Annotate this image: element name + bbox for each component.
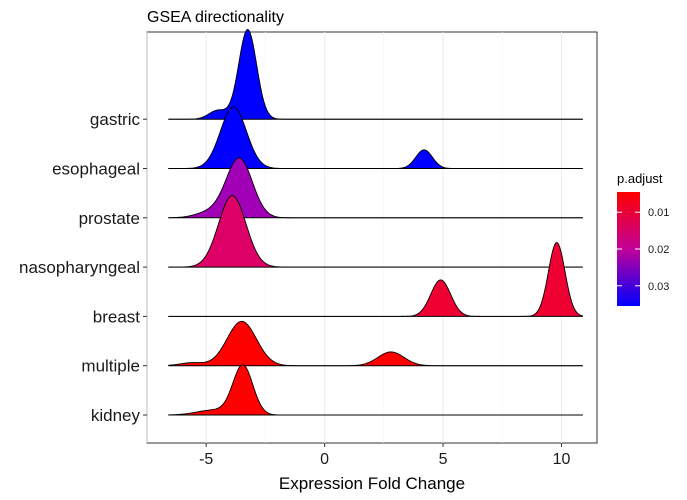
legend-title: p.adjust [617,171,663,186]
ridge-fill [168,195,583,268]
ridge-fill [168,364,583,415]
x-axis: -5 0 5 10 [199,443,570,468]
chart-title: GSEA directionality [147,9,284,26]
ridge-fill [168,29,583,120]
legend-colorbar [617,192,640,306]
ridges [168,28,583,416]
y-label-multiple: multiple [81,357,140,376]
y-label-breast: breast [93,307,141,326]
y-label-esophageal: esophageal [52,160,140,179]
ridge-fill [168,157,583,218]
legend-tick-label: 0.02 [648,244,669,256]
ridge-kidney [168,364,583,416]
ridge-fill [168,321,583,366]
y-axis-labels: gastric esophageal prostate nasopharyngeal b… [19,110,147,425]
ridge-fill [168,242,583,317]
grid-lines [146,32,562,443]
y-label-kidney: kidney [91,406,141,425]
legend-ticks: 0.01 0.02 0.03 [617,207,669,293]
legend-tick-label: 0.01 [648,207,669,219]
x-tick-label: 0 [320,451,329,468]
ridge-breast [168,242,583,317]
ridge-nasopharyngeal [168,195,583,268]
ridge-fill [168,106,583,169]
x-tick-label: 5 [439,451,448,468]
x-tick-label: -5 [199,451,213,468]
legend-tick-label: 0.03 [648,281,669,293]
y-label-gastric: gastric [90,110,141,129]
color-legend: p.adjust 0.01 0.02 0.03 [617,171,669,306]
x-axis-title: Expression Fold Change [279,474,465,493]
y-label-prostate: prostate [79,209,140,228]
y-label-nasopharyngeal: nasopharyngeal [19,258,140,277]
x-tick-label: 10 [553,451,571,468]
ridge-multiple [168,320,583,367]
